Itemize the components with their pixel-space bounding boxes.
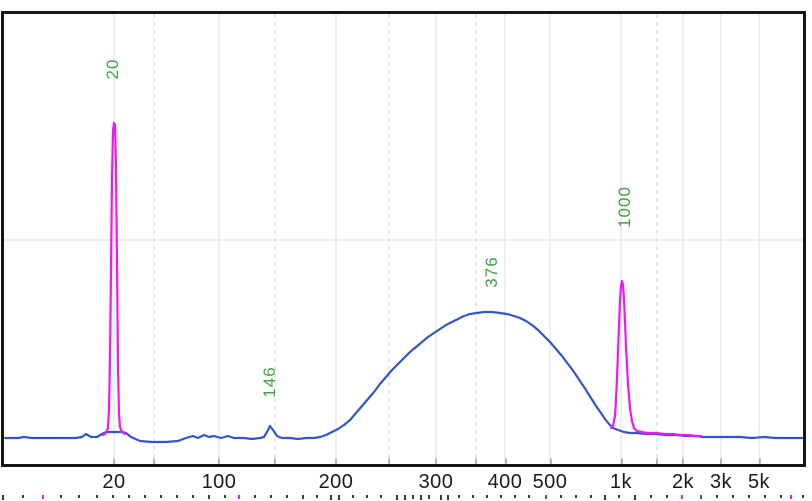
clipped-text-fragment xyxy=(60,495,62,498)
clipped-text-fragment xyxy=(790,495,792,499)
clipped-text-fragment xyxy=(618,495,620,498)
clipped-text-fragment xyxy=(404,495,406,500)
peak-size-label: 376 xyxy=(482,256,501,288)
clipped-text-fragment xyxy=(428,495,430,499)
clipped-text-fragment xyxy=(396,495,398,500)
clipped-text-fragment xyxy=(112,495,114,498)
clipped-text-fragment xyxy=(748,495,750,498)
clipped-text-fragment xyxy=(440,495,442,500)
clipped-text-fragment xyxy=(238,495,240,499)
clipped-text-fragment xyxy=(650,495,652,498)
clipped-text-fragment xyxy=(22,495,24,498)
peak-size-label: 20 xyxy=(103,58,122,80)
x-tick-label: 300 xyxy=(418,471,454,493)
clipped-text-fragment xyxy=(176,495,178,498)
clipped-text-fragment xyxy=(447,495,449,500)
clipped-text-fragment xyxy=(286,495,288,498)
clipped-text-fragment xyxy=(380,495,382,498)
clipped-text-fragment xyxy=(486,495,488,498)
clipped-text-fragment xyxy=(224,495,226,498)
clipped-text-fragment xyxy=(732,495,734,498)
clipped-text-fragment xyxy=(128,495,130,498)
clipped-text-fragment xyxy=(575,495,577,498)
clipped-text-fragment xyxy=(352,495,354,498)
peak-size-label: 1000 xyxy=(615,186,634,228)
clipped-text-fragment xyxy=(192,495,194,498)
clipped-text-fragment xyxy=(545,495,547,499)
clipped-text-fragment xyxy=(780,495,782,498)
x-tick-label: 500 xyxy=(532,471,568,493)
marker-ladder-curve xyxy=(101,121,127,437)
clipped-text-fragment xyxy=(96,495,98,498)
x-tick-label: 5k xyxy=(747,471,771,493)
clipped-text-fragment xyxy=(590,495,592,498)
clipped-text-fragment xyxy=(412,495,414,499)
plot-area xyxy=(2,12,805,466)
clipped-text-fragment xyxy=(366,495,368,498)
clipped-text-fragment xyxy=(302,495,304,499)
clipped-text-fragment xyxy=(270,495,272,498)
clipped-text-fragment xyxy=(338,495,340,500)
clipped-text-fragment xyxy=(666,495,668,498)
clipped-text-fragment xyxy=(160,495,162,498)
clipped-text-fragment xyxy=(681,495,683,499)
x-tick-label: 200 xyxy=(318,471,354,493)
clipped-text-fragment xyxy=(254,495,256,498)
clipped-text-fragment xyxy=(330,495,332,500)
clipped-text-fragment xyxy=(458,495,460,498)
clipped-text-fragment xyxy=(42,495,44,499)
clipped-text-fragment xyxy=(802,495,804,498)
clipped-text-fragment xyxy=(500,495,502,498)
x-tick-label: 3k xyxy=(709,471,733,493)
clipped-text-fragment xyxy=(700,495,702,499)
clipped-text-fragment xyxy=(472,495,474,498)
clipped-text-fragment xyxy=(78,495,80,498)
clipped-text-fragment xyxy=(634,495,636,500)
x-tick-label: 400 xyxy=(487,471,523,493)
x-tick-label: 1k xyxy=(609,471,633,493)
clipped-text-fragment xyxy=(144,495,146,498)
clipped-text-fragment xyxy=(2,495,4,500)
clipped-text-fragment xyxy=(528,495,530,498)
marker-ladder-curve xyxy=(609,279,703,438)
clipped-text-fragment xyxy=(716,495,718,498)
x-tick-label: 100 xyxy=(201,471,237,493)
clipped-text-fragment xyxy=(208,495,210,499)
clipped-text-fragment xyxy=(514,495,516,498)
clipped-text-fragment xyxy=(420,495,422,500)
x-tick-label: 20 xyxy=(102,471,126,493)
clipped-text-fragment xyxy=(560,495,562,498)
clipped-text-fragment xyxy=(604,495,606,500)
peak-size-label: 146 xyxy=(260,366,279,398)
x-tick-label: 2k xyxy=(671,471,695,493)
clipped-text-fragment xyxy=(316,495,318,498)
clipped-text-fragment xyxy=(764,495,766,498)
plot-frame-border xyxy=(1,11,806,467)
sample-trace-curve xyxy=(3,310,805,444)
